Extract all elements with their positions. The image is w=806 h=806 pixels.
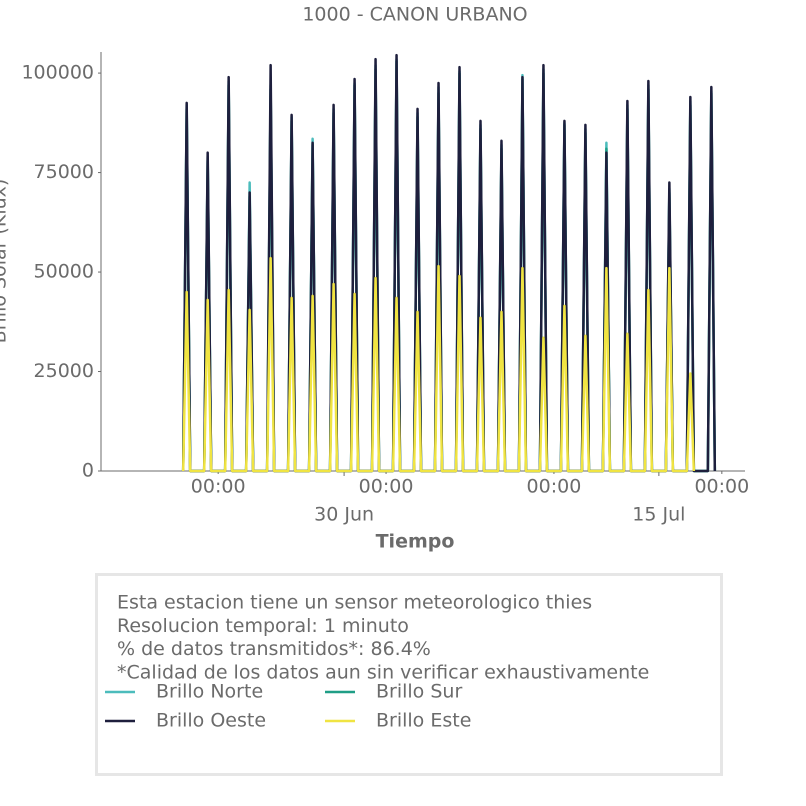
x-tick-label: 00:00	[191, 476, 246, 498]
y-tick-label: 50000	[34, 261, 94, 283]
y-tick-label: 25000	[34, 360, 94, 382]
legend-label: Brillo Este	[376, 710, 471, 732]
series-line	[181, 57, 717, 473]
x-tick-label: 00:00	[527, 476, 582, 498]
series-line	[181, 59, 717, 473]
info-text: % de datos transmitidos*: 86.4%	[117, 638, 431, 660]
y-axis-label: Brillo Solar (Klux)	[0, 179, 11, 344]
info-text: *Calidad de los datos aun sin verificar …	[117, 661, 649, 683]
series-line	[181, 53, 717, 473]
x-major-tick-label: 15 Jul	[632, 504, 685, 526]
info-box	[95, 573, 723, 776]
info-text: Resolucion temporal: 1 minuto	[117, 615, 409, 637]
legend-label: Brillo Norte	[156, 681, 263, 703]
legend-label: Brillo Oeste	[156, 710, 266, 732]
series-line	[181, 256, 696, 473]
y-tick-label: 100000	[21, 62, 94, 84]
x-tick-label: 00:00	[694, 476, 749, 498]
y-tick-label: 0	[82, 460, 94, 482]
y-tick-label: 75000	[34, 161, 94, 183]
x-axis-label: Tiempo	[376, 531, 455, 553]
x-tick-label: 00:00	[359, 476, 414, 498]
x-major-tick-label: 30 Jun	[314, 504, 374, 526]
chart-title: 1000 - CANON URBANO	[302, 4, 527, 26]
info-text: Esta estacion tiene un sensor meteorolog…	[117, 592, 592, 614]
legend-label: Brillo Sur	[376, 681, 462, 703]
